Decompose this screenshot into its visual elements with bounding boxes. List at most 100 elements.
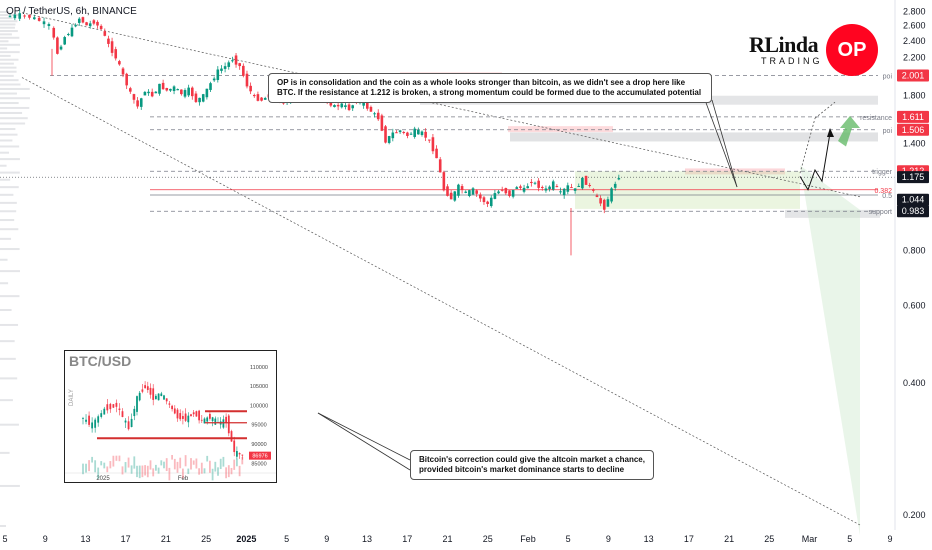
price-tag xyxy=(897,193,929,206)
inset-candle-body xyxy=(184,413,187,421)
candle-body xyxy=(114,49,118,59)
candle-body xyxy=(8,16,12,18)
y-tick-label: 1.400 xyxy=(903,139,926,149)
candle-body xyxy=(409,133,413,135)
inset-volume-bar xyxy=(91,456,94,463)
inset-volume-bar xyxy=(238,465,241,477)
callout-bottom-pointer xyxy=(317,412,411,461)
inset-volume-bar xyxy=(236,458,238,467)
candle-body xyxy=(63,37,66,45)
candle-body xyxy=(190,87,194,97)
inset-volume-bar xyxy=(97,467,100,479)
volume-bar xyxy=(0,525,6,527)
volume-bar xyxy=(0,128,16,131)
inset-volume-bar xyxy=(187,468,190,475)
candle-body xyxy=(402,132,406,134)
inset-candle-body xyxy=(127,421,130,430)
inset-volume-bar xyxy=(106,466,109,473)
inset-volume-bar xyxy=(138,465,141,479)
candle-body xyxy=(70,27,74,37)
candle-body xyxy=(238,63,241,67)
candle-body xyxy=(37,17,41,21)
inset-volume-bar xyxy=(133,456,136,469)
volume-bar xyxy=(0,122,26,125)
x-tick-label: Feb xyxy=(520,534,536,544)
volume-bar xyxy=(0,171,20,174)
volume-bar xyxy=(0,92,17,95)
candle-body xyxy=(479,194,482,199)
zone-poi-mid xyxy=(508,126,613,133)
x-tick-label: 13 xyxy=(362,534,372,544)
candle-body xyxy=(573,188,577,191)
candle-body xyxy=(234,55,238,65)
volume-bar xyxy=(0,36,20,39)
inset-candle-body xyxy=(209,413,211,419)
volume-bar xyxy=(0,58,19,61)
inset-candle-body xyxy=(160,393,163,397)
inset-candle-body xyxy=(176,409,179,419)
inset-volume-bar xyxy=(241,456,244,465)
level-trigger-name: trigger xyxy=(872,169,893,176)
logo-name: RLinda xyxy=(749,32,819,57)
volume-bar xyxy=(0,164,7,167)
volume-bar xyxy=(0,87,30,90)
level-poi-name: poi xyxy=(883,128,893,135)
candle-body xyxy=(96,21,99,26)
candle-body xyxy=(194,93,198,102)
inset-volume-bar xyxy=(225,467,227,479)
candle-body xyxy=(522,187,526,192)
inset-y-tick: 110000 xyxy=(250,365,268,371)
inset-candle-body xyxy=(203,418,206,424)
inset-volume-bar xyxy=(200,462,203,474)
volume-bar xyxy=(0,102,19,105)
candle-body xyxy=(599,198,602,204)
candle-body xyxy=(107,38,110,44)
candle-body xyxy=(23,15,26,17)
inset-candle-body xyxy=(238,453,241,455)
volume-bar xyxy=(0,117,28,120)
level-price-tag xyxy=(897,69,929,82)
level-0.5-name: 0.5 xyxy=(882,193,892,200)
op-badge: OP xyxy=(826,24,878,76)
inset-volume-bar xyxy=(144,465,146,476)
inset-volume-bar xyxy=(198,468,200,475)
inset-price-label: 86976 xyxy=(252,454,267,460)
inset-candle-body xyxy=(233,440,236,453)
volume-bar xyxy=(0,106,30,109)
inset-candle-body xyxy=(112,404,115,408)
candle-body xyxy=(508,190,511,197)
inset-volume-bar xyxy=(209,460,211,473)
candle-body xyxy=(413,128,416,137)
candle-body xyxy=(497,191,500,194)
x-tick-label: 17 xyxy=(402,534,412,544)
volume-bar xyxy=(0,43,20,46)
candle-body xyxy=(384,126,387,143)
y-tick-label: 0.200 xyxy=(903,510,926,520)
volume-bar xyxy=(0,145,20,148)
x-tick-label: 2025 xyxy=(236,534,256,544)
x-tick-label: 17 xyxy=(121,534,131,544)
inset-candle-body xyxy=(165,398,168,402)
candle-body xyxy=(18,13,22,19)
candle-body xyxy=(88,23,92,27)
candle-body xyxy=(147,91,150,94)
x-tick-label: 9 xyxy=(887,534,892,544)
inset-volume-bar xyxy=(130,465,133,474)
candle-body xyxy=(493,193,497,199)
level-price-tag xyxy=(897,110,929,123)
candle-body xyxy=(139,98,143,107)
inset-y-tick: 105000 xyxy=(250,384,268,390)
inset-volume-bar xyxy=(219,458,222,470)
level-price-label: 1.611 xyxy=(902,112,924,122)
level-price-label: 1.506 xyxy=(902,125,925,135)
volume-bar xyxy=(0,62,14,65)
forecast-dotted-1 xyxy=(799,118,816,174)
inset-volume-bar xyxy=(163,461,165,469)
trend-channel xyxy=(21,12,861,526)
inset-candle-body xyxy=(88,415,90,425)
inset-volume-bar xyxy=(146,465,149,478)
candle-body xyxy=(13,14,17,19)
candle-body xyxy=(121,68,125,75)
candle-body xyxy=(551,181,555,190)
level-price-label: 2.001 xyxy=(902,71,925,81)
